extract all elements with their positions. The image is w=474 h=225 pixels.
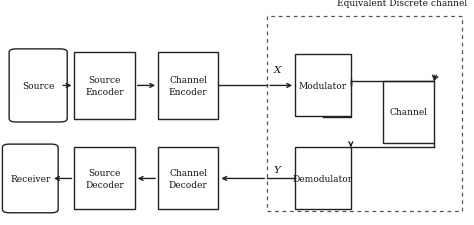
Bar [295, 148, 351, 209]
Text: Equivalent Discrete channel: Equivalent Discrete channel [337, 0, 467, 8]
Text: Channel
Decoder: Channel Decoder [169, 168, 208, 189]
Bar [383, 82, 434, 143]
FancyBboxPatch shape [9, 50, 67, 122]
FancyBboxPatch shape [2, 144, 58, 213]
Text: X: X [273, 66, 281, 75]
Text: Source
Encoder: Source Encoder [85, 76, 124, 96]
Bar [74, 53, 135, 119]
Bar [158, 148, 219, 209]
Text: Source
Decoder: Source Decoder [85, 168, 124, 189]
Bar [158, 53, 219, 119]
Bar [267, 17, 462, 211]
Text: Channel: Channel [390, 108, 428, 117]
Text: Receiver: Receiver [10, 174, 50, 183]
Bar [74, 148, 135, 209]
Text: Source: Source [22, 81, 55, 90]
Text: Modulator: Modulator [299, 81, 347, 90]
Text: Y: Y [273, 165, 280, 174]
Text: Demodulator: Demodulator [293, 174, 353, 183]
Text: Channel
Encoder: Channel Encoder [169, 76, 208, 96]
Bar [295, 55, 351, 117]
